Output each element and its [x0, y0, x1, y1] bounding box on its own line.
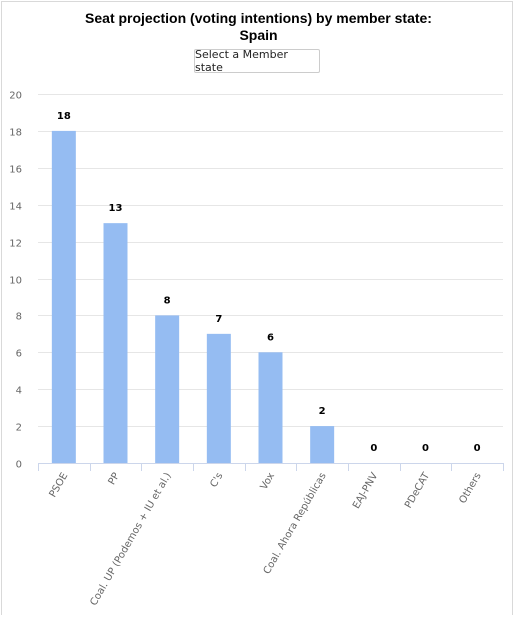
- y-tick-label: 8: [16, 312, 22, 323]
- chart-title-line-2: Spain: [239, 27, 278, 43]
- data-label: 18: [57, 111, 71, 122]
- y-tick-label: 14: [9, 202, 22, 213]
- chart-title: Seat projection (voting intentions) by m…: [0, 10, 517, 44]
- data-label: 7: [215, 314, 222, 325]
- data-label: 0: [474, 443, 481, 454]
- y-tick-label: 20: [9, 91, 22, 102]
- x-category-label: Others: [457, 471, 483, 506]
- data-label: 0: [422, 443, 429, 454]
- y-tick-label: 12: [9, 239, 22, 250]
- data-label: 8: [164, 295, 171, 306]
- bar: [206, 333, 231, 463]
- chart-title-line-1: Seat projection (voting intentions) by m…: [85, 10, 432, 26]
- bar: [310, 426, 335, 463]
- data-label: 2: [319, 406, 326, 417]
- bar: [155, 315, 180, 463]
- y-tick-label: 2: [16, 423, 22, 434]
- data-label: 13: [109, 203, 123, 214]
- x-category-label: Coal. UP (Podemos + IU et al.): [88, 471, 173, 608]
- data-label: 0: [370, 443, 377, 454]
- x-category-label: PSOE: [48, 471, 71, 500]
- select-member-state-button[interactable]: Select a Member state: [194, 48, 320, 74]
- bar: [258, 352, 283, 463]
- y-tick-label: 6: [16, 349, 22, 360]
- y-tick-label: 10: [9, 276, 22, 287]
- data-label: 6: [267, 332, 274, 343]
- y-tick-label: 16: [9, 165, 22, 176]
- x-category-label: Vox: [259, 471, 277, 492]
- bar: [51, 130, 76, 463]
- y-tick-label: 18: [9, 128, 22, 139]
- bar: [103, 223, 128, 463]
- y-tick-label: 0: [16, 460, 22, 471]
- x-category-label: PP: [107, 471, 123, 487]
- y-tick-label: 4: [16, 386, 22, 397]
- x-category-label: EAJ-PNV: [351, 471, 380, 511]
- x-category-label: C's: [208, 471, 225, 489]
- x-category-label: PDeCAT: [403, 470, 432, 510]
